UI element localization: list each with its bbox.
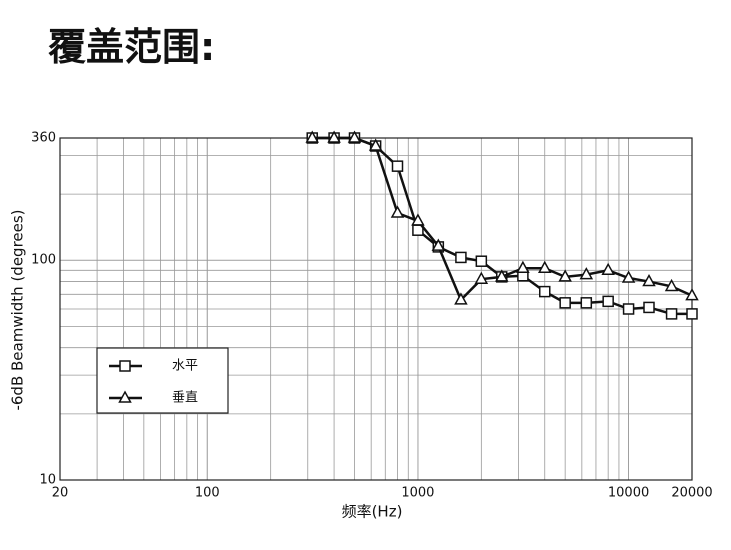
legend-label: 水平 xyxy=(172,359,198,374)
marker xyxy=(642,273,656,287)
x-tick-label: 10000 xyxy=(608,486,649,501)
marker xyxy=(685,288,699,301)
series-line xyxy=(312,136,692,316)
marker xyxy=(621,270,636,283)
marker xyxy=(622,303,635,315)
page-title: 覆盖范围: xyxy=(48,25,216,69)
x-tick-label: 1000 xyxy=(401,486,434,501)
marker xyxy=(643,301,655,314)
marker xyxy=(686,308,698,320)
marker xyxy=(602,295,614,308)
marker xyxy=(454,292,468,305)
marker xyxy=(391,160,404,172)
marker xyxy=(665,308,678,320)
legend-label: 垂直 xyxy=(172,391,198,406)
marker xyxy=(305,130,319,143)
x-tick-label: 20000 xyxy=(671,486,712,501)
y-tick-label: 10 xyxy=(39,473,56,488)
y-tick-label: 100 xyxy=(31,253,56,268)
marker xyxy=(559,297,571,309)
x-axis-label: 频率(Hz) xyxy=(342,503,403,521)
marker xyxy=(390,205,405,218)
marker xyxy=(475,255,488,267)
marker xyxy=(664,278,679,292)
marker xyxy=(118,390,132,403)
marker xyxy=(368,138,383,151)
marker xyxy=(327,130,341,143)
legend-box xyxy=(96,347,229,414)
marker xyxy=(119,360,131,372)
marker xyxy=(537,260,552,273)
marker xyxy=(580,297,593,309)
y-tick-label: 360 xyxy=(31,131,56,146)
x-tick-label: 100 xyxy=(195,486,220,501)
marker xyxy=(431,238,446,251)
marker xyxy=(558,269,572,282)
marker xyxy=(455,251,467,264)
marker xyxy=(539,285,551,298)
marker xyxy=(494,269,509,282)
y-axis-label: -6dB Beamwidth (degrees) xyxy=(9,209,27,410)
marker xyxy=(474,271,489,284)
marker xyxy=(579,267,594,280)
marker xyxy=(347,130,362,143)
x-tick-label: 20 xyxy=(52,486,69,501)
marker xyxy=(411,213,425,226)
marker xyxy=(601,262,615,276)
marker xyxy=(516,260,530,273)
